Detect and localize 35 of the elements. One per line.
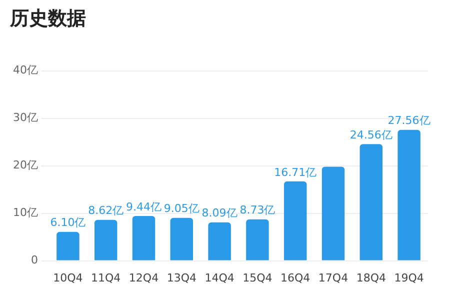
chart-title: 历史数据 — [9, 7, 86, 30]
data-label: 8.62亿 — [88, 204, 124, 218]
x-tick-label: 19Q4 — [394, 271, 424, 284]
bar — [170, 218, 194, 260]
data-label: 9.05亿 — [164, 202, 200, 216]
data-label: 8.73亿 — [240, 204, 276, 217]
y-tick-label: 0 — [30, 254, 38, 267]
y-tick-label: 10亿 — [12, 206, 38, 220]
x-tick-label: 16Q4 — [280, 271, 310, 284]
bar — [398, 130, 420, 260]
y-tick-label: 40亿 — [12, 64, 38, 77]
bar — [322, 166, 345, 260]
bar — [94, 220, 118, 260]
data-label: 16.71亿 — [274, 166, 317, 179]
x-tick-label: 12Q4 — [128, 271, 159, 284]
bar — [132, 216, 156, 260]
x-tick-label: 13Q4 — [166, 271, 196, 284]
data-label: 6.10亿 — [50, 216, 86, 230]
x-tick-label: 18Q4 — [356, 271, 386, 284]
bar — [360, 144, 383, 260]
y-tick-label: 20亿 — [12, 158, 38, 172]
data-label: 27.56亿 — [388, 114, 430, 128]
bar — [284, 181, 307, 260]
y-tick-label: 30亿 — [12, 111, 38, 124]
x-tick-label: 17Q4 — [318, 271, 348, 284]
data-label: 9.44亿 — [126, 200, 162, 214]
data-label: 8.09亿 — [202, 206, 238, 220]
x-tick-label: 11Q4 — [91, 271, 121, 284]
data-label: 24.56亿 — [350, 128, 392, 142]
x-tick-label: 10Q4 — [53, 271, 83, 284]
bar — [208, 222, 231, 260]
x-tick-label: 14Q4 — [204, 271, 234, 284]
bar — [56, 232, 80, 260]
x-tick-label: 15Q4 — [242, 271, 272, 284]
bar — [246, 219, 269, 260]
